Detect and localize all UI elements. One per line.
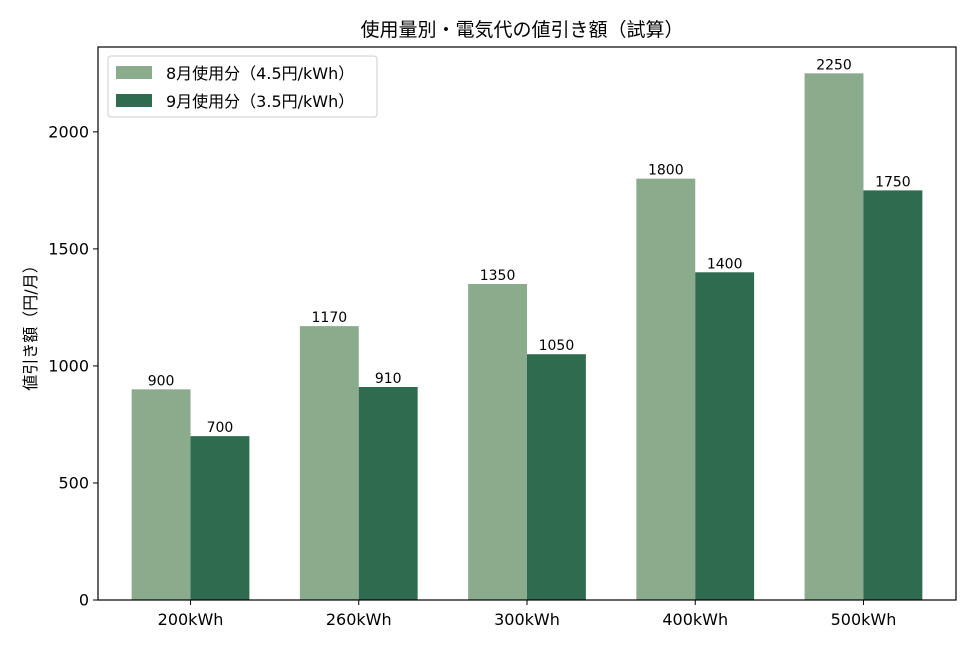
bar-200kWh-series-1	[131, 389, 191, 600]
legend-label: 9月使用分（3.5円/kWh）	[166, 92, 354, 111]
data-label: 1350	[480, 268, 516, 284]
y-axis-label: 値引き額（円/月）	[21, 257, 40, 390]
legend-frame	[107, 55, 378, 118]
bar-260kWh-series-2	[358, 386, 418, 600]
bar-300kWh-series-1	[468, 284, 527, 600]
chart-title: 使用量別・電気代の値引き額（試算）	[360, 19, 683, 41]
bar-500kWh-series-1	[804, 73, 864, 601]
bar-500kWh-series-2	[863, 190, 923, 601]
x-tick-label: 200kWh	[158, 610, 224, 629]
plot-area: 900 700 1170 910 1350 1050 1800 1400 2250 1750	[131, 57, 923, 601]
data-label: 1750	[875, 174, 911, 190]
data-label: 1800	[648, 163, 684, 179]
bar-200kWh-series-2	[190, 436, 250, 600]
y-tick-label: 1000	[48, 356, 89, 375]
legend: 8月使用分（4.5円/kWh） 9月使用分（3.5円/kWh）	[107, 55, 378, 118]
bar-300kWh-series-2	[527, 354, 586, 600]
data-label: 2250	[816, 57, 852, 73]
y-tick-label: 1500	[48, 239, 89, 258]
y-tick-label: 2000	[48, 122, 89, 141]
data-label: 1050	[539, 338, 575, 354]
x-tick-label: 400kWh	[662, 610, 728, 629]
x-tick-label: 500kWh	[831, 610, 897, 629]
legend-swatch	[116, 94, 152, 107]
legend-label: 8月使用分（4.5円/kWh）	[166, 64, 354, 83]
bar-400kWh-series-2	[695, 272, 755, 600]
data-label: 700	[207, 420, 234, 436]
legend-swatch	[116, 66, 152, 79]
x-tick-label: 260kWh	[326, 610, 392, 629]
y-tick-label: 0	[79, 591, 89, 610]
x-tick-label: 300kWh	[494, 610, 560, 629]
data-label: 900	[148, 373, 175, 389]
axes: 0 500 1000 1500 2000 200kWh 260kWh 300kWh 400kWh…	[48, 46, 957, 629]
y-tick-label: 500	[58, 473, 89, 492]
bar-260kWh-series-1	[299, 326, 359, 600]
data-label: 1400	[707, 256, 743, 272]
data-label: 1170	[312, 310, 348, 326]
data-label: 910	[375, 371, 402, 387]
bar-400kWh-series-1	[636, 178, 696, 600]
